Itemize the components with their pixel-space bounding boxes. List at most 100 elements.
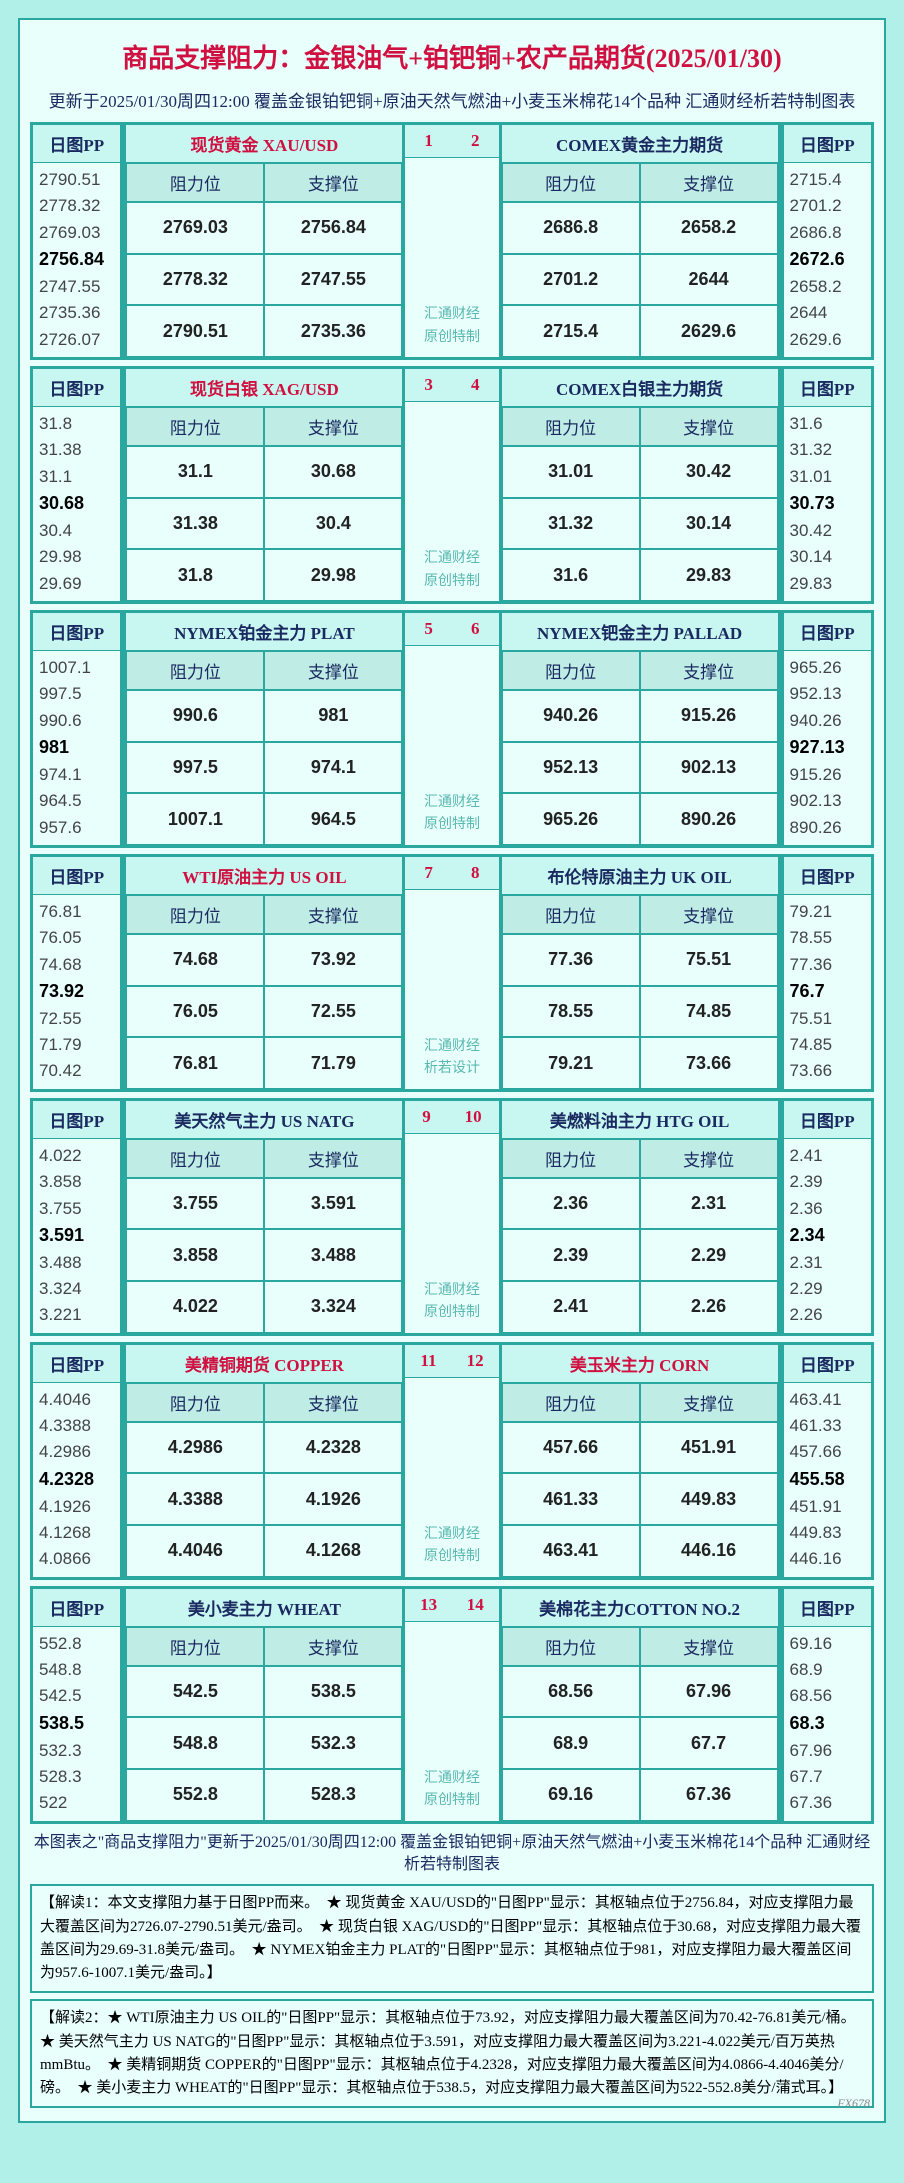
support-label: 支撑位 xyxy=(640,895,778,934)
rs-rows: 457.66451.91461.33449.83463.41446.16 xyxy=(502,1422,778,1577)
watermark-line: 汇通财经 xyxy=(424,792,480,814)
pp-value: 76.81 xyxy=(39,899,114,925)
explain-1: 【解读1：本文支撑阻力基于日图PP而来。 ★ 现货黄金 XAU/USD的"日图P… xyxy=(30,1884,874,1993)
pp-header: 日图PP xyxy=(784,369,871,407)
pair-number: 6 xyxy=(471,619,480,639)
explain-2: 【解读2：★ WTI原油主力 US OIL的"日图PP"显示：其枢轴点位于73.… xyxy=(30,1999,874,2108)
pp-value: 927.13 xyxy=(790,734,865,762)
rs-header: 阻力位支撑位 xyxy=(126,1383,402,1422)
pp-header: 日图PP xyxy=(33,1589,120,1627)
rs-row: 31.3830.4 xyxy=(126,498,402,550)
pp-value: 70.42 xyxy=(39,1058,114,1084)
pair-numbers: 1112 xyxy=(405,1345,498,1378)
rs-cell: 67.96 xyxy=(640,1666,778,1718)
pp-value: 2778.32 xyxy=(39,193,114,219)
commodity-name: 布伦特原油主力 UK OIL xyxy=(502,857,778,895)
pp-value: 890.26 xyxy=(790,815,865,841)
pair-numbers: 56 xyxy=(405,613,498,646)
middle-column: 34汇通财经原创特制 xyxy=(405,366,498,604)
pp-value: 4.4046 xyxy=(39,1387,114,1413)
rs-header: 阻力位支撑位 xyxy=(502,163,778,202)
rs-cell: 3.755 xyxy=(126,1178,264,1230)
commodity-pair-row: 日图PP4.0223.8583.7553.5913.4883.3243.221美… xyxy=(30,1098,874,1336)
pp-value: 2735.36 xyxy=(39,300,114,326)
resistance-label: 阻力位 xyxy=(126,407,264,446)
pp-value: 449.83 xyxy=(790,1520,865,1546)
rs-row: 79.2173.66 xyxy=(502,1037,778,1089)
pp-value: 461.33 xyxy=(790,1413,865,1439)
pp-value: 29.98 xyxy=(39,544,114,570)
rs-cell: 4.1268 xyxy=(264,1525,402,1577)
commodity-block: 美玉米主力 CORN阻力位支撑位457.66451.91461.33449.83… xyxy=(499,1342,781,1580)
rs-row: 31.3230.14 xyxy=(502,498,778,550)
pp-value: 2715.4 xyxy=(790,167,865,193)
rs-row: 77.3675.51 xyxy=(502,934,778,986)
rs-cell: 2769.03 xyxy=(126,202,264,254)
pp-body: 2715.42701.22686.82672.62658.226442629.6 xyxy=(784,163,871,357)
resistance-label: 阻力位 xyxy=(126,895,264,934)
rs-cell: 73.66 xyxy=(640,1037,778,1089)
support-label: 支撑位 xyxy=(264,407,402,446)
pp-value: 2.41 xyxy=(790,1143,865,1169)
pp-value: 2686.8 xyxy=(790,220,865,246)
pp-value: 2790.51 xyxy=(39,167,114,193)
commodity-block: 美天然气主力 US NATG阻力位支撑位3.7553.5913.8583.488… xyxy=(123,1098,405,1336)
watermark-line: 汇通财经 xyxy=(424,1036,480,1058)
pair-number: 14 xyxy=(467,1595,484,1615)
rs-cell: 76.05 xyxy=(126,986,264,1038)
rs-cell: 981 xyxy=(264,690,402,742)
pp-value: 30.14 xyxy=(790,544,865,570)
rs-cell: 2701.2 xyxy=(502,254,640,306)
commodity-block: 美棉花主力COTTON NO.2阻力位支撑位68.5667.9668.967.7… xyxy=(499,1586,781,1824)
pp-header: 日图PP xyxy=(33,125,120,163)
pp-value: 3.488 xyxy=(39,1250,114,1276)
rs-row: 997.5974.1 xyxy=(126,742,402,794)
resistance-label: 阻力位 xyxy=(502,1139,640,1178)
pp-value: 3.324 xyxy=(39,1276,114,1302)
pp-header: 日图PP xyxy=(784,1345,871,1383)
rs-cell: 29.98 xyxy=(264,549,402,601)
pp-value: 74.85 xyxy=(790,1032,865,1058)
rs-cell: 964.5 xyxy=(264,793,402,845)
support-label: 支撑位 xyxy=(640,407,778,446)
pp-value: 69.16 xyxy=(790,1631,865,1657)
rs-row: 68.5667.96 xyxy=(502,1666,778,1718)
support-label: 支撑位 xyxy=(264,651,402,690)
pair-numbers: 910 xyxy=(405,1101,498,1134)
support-label: 支撑位 xyxy=(264,1627,402,1666)
pp-body: 1007.1997.5990.6981974.1964.5957.6 xyxy=(33,651,120,845)
pp-column-right: 日图PP2.412.392.362.342.312.292.26 xyxy=(781,1098,874,1336)
rs-cell: 538.5 xyxy=(264,1666,402,1718)
rs-row: 2715.42629.6 xyxy=(502,305,778,357)
pp-value: 3.591 xyxy=(39,1222,114,1250)
rs-header: 阻力位支撑位 xyxy=(126,163,402,202)
rs-row: 4.40464.1268 xyxy=(126,1525,402,1577)
pp-value: 4.2328 xyxy=(39,1466,114,1494)
rs-row: 2778.322747.55 xyxy=(126,254,402,306)
rs-cell: 4.4046 xyxy=(126,1525,264,1577)
pp-value: 31.1 xyxy=(39,464,114,490)
pp-value: 4.1268 xyxy=(39,1520,114,1546)
pp-column-left: 日图PP31.831.3831.130.6830.429.9829.69 xyxy=(30,366,123,604)
commodity-name: 现货黄金 XAU/USD xyxy=(126,125,402,163)
pp-column-left: 日图PP1007.1997.5990.6981974.1964.5957.6 xyxy=(30,610,123,848)
pp-value: 451.91 xyxy=(790,1494,865,1520)
rs-cell: 29.83 xyxy=(640,549,778,601)
pp-body: 4.40464.33884.29864.23284.19264.12684.08… xyxy=(33,1383,120,1577)
pp-value: 2726.07 xyxy=(39,327,114,353)
rs-cell: 68.56 xyxy=(502,1666,640,1718)
rs-cell: 3.488 xyxy=(264,1229,402,1281)
watermark-line: 原创特制 xyxy=(424,1790,480,1812)
rs-row: 3.8583.488 xyxy=(126,1229,402,1281)
rs-cell: 457.66 xyxy=(502,1422,640,1474)
rs-row: 4.29864.2328 xyxy=(126,1422,402,1474)
rs-cell: 974.1 xyxy=(264,742,402,794)
pp-value: 68.9 xyxy=(790,1657,865,1683)
rs-cell: 74.85 xyxy=(640,986,778,1038)
rs-header: 阻力位支撑位 xyxy=(502,1627,778,1666)
rs-cell: 2.41 xyxy=(502,1281,640,1333)
pair-number: 13 xyxy=(420,1595,437,1615)
pp-value: 4.022 xyxy=(39,1143,114,1169)
rs-row: 4.33884.1926 xyxy=(126,1473,402,1525)
chart-outer: 商品支撑阻力：金银油气+铂钯铜+农产品期货(2025/01/30) 更新于202… xyxy=(0,0,904,2141)
